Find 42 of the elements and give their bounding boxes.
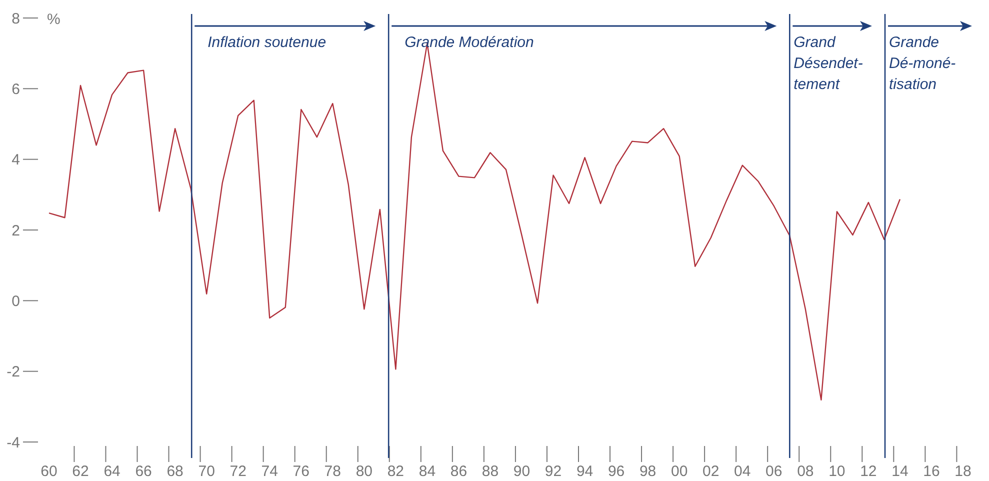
ref-line-label: Grande Dé-moné- tisation	[888, 34, 956, 93]
x-tick-label: 80	[356, 463, 373, 480]
y-tick-label: -2	[6, 364, 20, 381]
x-tick-label: 72	[230, 463, 246, 480]
x-tick-label: 84	[418, 463, 436, 480]
x-tick-label: 60	[40, 463, 58, 480]
x-tick-label: 96	[608, 463, 625, 480]
y-tick-label: 4	[12, 152, 20, 169]
x-tick-label: 04	[734, 463, 751, 480]
x-tick-label: 12	[860, 463, 877, 480]
y-tick-label: 6	[12, 80, 20, 98]
x-tick-label: 82	[387, 463, 404, 480]
x-tick-label: 66	[135, 463, 152, 480]
ref-line-label: Grand Désendet- tement	[794, 34, 863, 93]
x-tick-label: 98	[639, 463, 656, 480]
x-tick-label: 74	[261, 463, 278, 480]
y-tick-label: 2	[12, 222, 20, 240]
x-tick-label: 02	[702, 463, 720, 480]
x-tick-label: 18	[954, 463, 972, 480]
x-tick-label: 16	[923, 463, 940, 480]
x-tick-label: 06	[766, 463, 782, 480]
x-tick-label: 00	[671, 463, 688, 480]
y-tick-label: 8	[12, 10, 20, 28]
x-tick-label: 86	[450, 463, 468, 480]
x-tick-label: 68	[166, 463, 184, 480]
y-axis-title: %	[47, 11, 60, 28]
x-tick-label: 64	[104, 463, 120, 480]
y-tick-label: 0	[12, 292, 20, 310]
x-tick-label: 14	[892, 463, 908, 480]
x-tick-label: 78	[324, 463, 341, 480]
ref-line-label: Grande Modération	[404, 34, 534, 51]
x-tick-label: 92	[544, 463, 562, 480]
x-tick-label: 70	[198, 463, 215, 480]
x-tick-label: 88	[482, 463, 499, 480]
ref-line-label: Inflation soutenue	[208, 34, 326, 51]
x-tick-label: 62	[72, 463, 89, 480]
x-tick-label: 94	[576, 463, 594, 480]
y-tick-label: -4	[6, 434, 20, 452]
x-tick-label: 08	[797, 463, 814, 480]
x-tick-label: 76	[292, 463, 310, 480]
x-tick-label: 10	[828, 463, 846, 480]
x-tick-label: 90	[513, 463, 530, 480]
